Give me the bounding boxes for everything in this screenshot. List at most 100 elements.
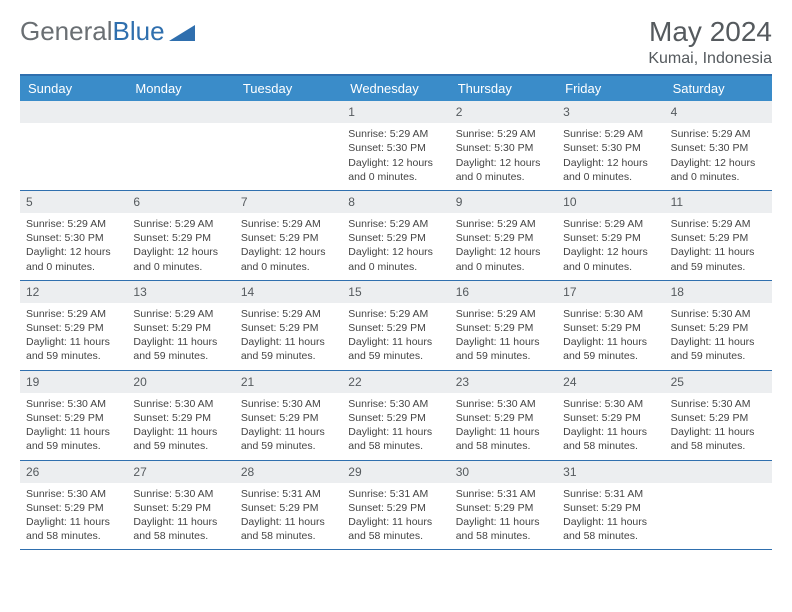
sunrise-line: Sunrise: 5:29 AM [456, 217, 551, 231]
sunrise-line: Sunrise: 5:30 AM [348, 397, 443, 411]
sunset-line: Sunset: 5:29 PM [456, 231, 551, 245]
empty-cell [665, 461, 772, 550]
day-number [127, 101, 234, 123]
day-cell: 2Sunrise: 5:29 AMSunset: 5:30 PMDaylight… [450, 101, 557, 190]
sunset-line: Sunset: 5:29 PM [671, 231, 766, 245]
day-number: 8 [342, 191, 449, 213]
daylight-line: Daylight: 11 hours and 58 minutes. [456, 425, 551, 453]
calendar: SundayMondayTuesdayWednesdayThursdayFrid… [20, 74, 772, 550]
day-number: 22 [342, 371, 449, 393]
logo-text-gray: General [20, 16, 113, 47]
daylight-line: Daylight: 12 hours and 0 minutes. [456, 245, 551, 273]
day-header-wednesday: Wednesday [342, 76, 449, 101]
sunset-line: Sunset: 5:29 PM [133, 501, 228, 515]
sunrise-line: Sunrise: 5:31 AM [456, 487, 551, 501]
daylight-line: Daylight: 11 hours and 59 minutes. [26, 425, 121, 453]
day-number: 18 [665, 281, 772, 303]
empty-cell [20, 101, 127, 190]
daylight-line: Daylight: 11 hours and 59 minutes. [133, 425, 228, 453]
sunrise-line: Sunrise: 5:31 AM [348, 487, 443, 501]
daylight-line: Daylight: 11 hours and 58 minutes. [671, 425, 766, 453]
location: Kumai, Indonesia [648, 50, 772, 68]
sunset-line: Sunset: 5:29 PM [348, 501, 443, 515]
day-cell: 5Sunrise: 5:29 AMSunset: 5:30 PMDaylight… [20, 191, 127, 280]
sunset-line: Sunset: 5:29 PM [241, 321, 336, 335]
day-number: 9 [450, 191, 557, 213]
day-number: 23 [450, 371, 557, 393]
daylight-line: Daylight: 11 hours and 58 minutes. [26, 515, 121, 543]
day-cell: 22 Sunrise: 5:30 AMSunset: 5:29 PMDayligh… [342, 371, 449, 460]
sunrise-line: Sunrise: 5:29 AM [563, 217, 658, 231]
day-number [235, 101, 342, 123]
day-cell: 4Sunrise: 5:29 AMSunset: 5:30 PMDaylight… [665, 101, 772, 190]
day-header-friday: Friday [557, 76, 664, 101]
day-number [20, 101, 127, 123]
sunrise-line: Sunrise: 5:30 AM [26, 397, 121, 411]
sunrise-line: Sunrise: 5:29 AM [456, 307, 551, 321]
logo: GeneralBlue [20, 16, 195, 47]
sunrise-line: Sunrise: 5:30 AM [133, 487, 228, 501]
day-cell: 6Sunrise: 5:29 AMSunset: 5:29 PMDaylight… [127, 191, 234, 280]
day-number: 30 [450, 461, 557, 483]
sunset-line: Sunset: 5:29 PM [456, 501, 551, 515]
day-number: 14 [235, 281, 342, 303]
day-cell: 12Sunrise: 5:29 AMSunset: 5:29 PMDayligh… [20, 281, 127, 370]
day-number: 6 [127, 191, 234, 213]
day-cell: 3Sunrise: 5:29 AMSunset: 5:30 PMDaylight… [557, 101, 664, 190]
day-cell: 25Sunrise: 5:30 AMSunset: 5:29 PMDayligh… [665, 371, 772, 460]
daylight-line: Daylight: 11 hours and 58 minutes. [348, 425, 443, 453]
day-number: 1 [342, 101, 449, 123]
day-cell: 21Sunrise: 5:30 AMSunset: 5:29 PMDayligh… [235, 371, 342, 460]
day-cell: 8Sunrise: 5:29 AMSunset: 5:29 PMDaylight… [342, 191, 449, 280]
sunset-line: Sunset: 5:29 PM [241, 411, 336, 425]
sunset-line: Sunset: 5:29 PM [563, 321, 658, 335]
day-number: 4 [665, 101, 772, 123]
day-cell: 23Sunrise: 5:30 AMSunset: 5:29 PMDayligh… [450, 371, 557, 460]
sunset-line: Sunset: 5:29 PM [348, 321, 443, 335]
day-cell: 1Sunrise: 5:29 AMSunset: 5:30 PMDaylight… [342, 101, 449, 190]
day-header-sunday: Sunday [20, 76, 127, 101]
sunset-line: Sunset: 5:30 PM [26, 231, 121, 245]
daylight-line: Daylight: 12 hours and 0 minutes. [456, 156, 551, 184]
daylight-line: Daylight: 12 hours and 0 minutes. [348, 245, 443, 273]
sunrise-line: Sunrise: 5:30 AM [456, 397, 551, 411]
day-number: 15 [342, 281, 449, 303]
day-number: 29 [342, 461, 449, 483]
sunset-line: Sunset: 5:29 PM [456, 321, 551, 335]
daylight-line: Daylight: 11 hours and 59 minutes. [348, 335, 443, 363]
sunset-line: Sunset: 5:29 PM [26, 501, 121, 515]
daylight-line: Daylight: 12 hours and 0 minutes. [241, 245, 336, 273]
day-cell: 13Sunrise: 5:29 AMSunset: 5:29 PMDayligh… [127, 281, 234, 370]
day-number: 27 [127, 461, 234, 483]
sunset-line: Sunset: 5:29 PM [348, 411, 443, 425]
day-cell: 31Sunrise: 5:31 AMSunset: 5:29 PMDayligh… [557, 461, 664, 550]
day-cell: 14Sunrise: 5:29 AMSunset: 5:29 PMDayligh… [235, 281, 342, 370]
day-number: 7 [235, 191, 342, 213]
day-cell: 10Sunrise: 5:29 AMSunset: 5:29 PMDayligh… [557, 191, 664, 280]
day-number: 3 [557, 101, 664, 123]
day-number: 25 [665, 371, 772, 393]
month-title: May 2024 [648, 16, 772, 48]
day-cell: 29Sunrise: 5:31 AMSunset: 5:29 PMDayligh… [342, 461, 449, 550]
sunset-line: Sunset: 5:29 PM [671, 321, 766, 335]
sunset-line: Sunset: 5:29 PM [133, 231, 228, 245]
day-cell: 15Sunrise: 5:29 AMSunset: 5:29 PMDayligh… [342, 281, 449, 370]
sunrise-line: Sunrise: 5:31 AM [563, 487, 658, 501]
week-row: 1 Sunrise: 5:29 AM Sunset: 5:30 PM Daylight… [20, 101, 772, 191]
daylight-line: Daylight: 11 hours and 59 minutes. [671, 245, 766, 273]
day-cell: 18Sunrise: 5:30 AMSunset: 5:29 PMDayligh… [665, 281, 772, 370]
sunrise-line: Sunrise: 5:29 AM [671, 127, 766, 141]
day-number: 11 [665, 191, 772, 213]
sunset-line: Sunset: 5:29 PM [26, 321, 121, 335]
daylight-line: Daylight: 11 hours and 59 minutes. [456, 335, 551, 363]
sunrise-line: Sunrise: 5:29 AM [26, 307, 121, 321]
sunset-line: Sunset: 5:30 PM [563, 141, 658, 155]
sunset-line: Sunset: 5:29 PM [671, 411, 766, 425]
daylight-line: Daylight: 11 hours and 59 minutes. [133, 335, 228, 363]
day-number: 24 [557, 371, 664, 393]
sunrise-line: Sunrise: 5:29 AM [26, 217, 121, 231]
empty-cell [127, 101, 234, 190]
day-number: 26 [20, 461, 127, 483]
sunrise-line: Sunrise: 5:29 AM [348, 217, 443, 231]
daylight-line: Daylight: 11 hours and 58 minutes. [456, 515, 551, 543]
